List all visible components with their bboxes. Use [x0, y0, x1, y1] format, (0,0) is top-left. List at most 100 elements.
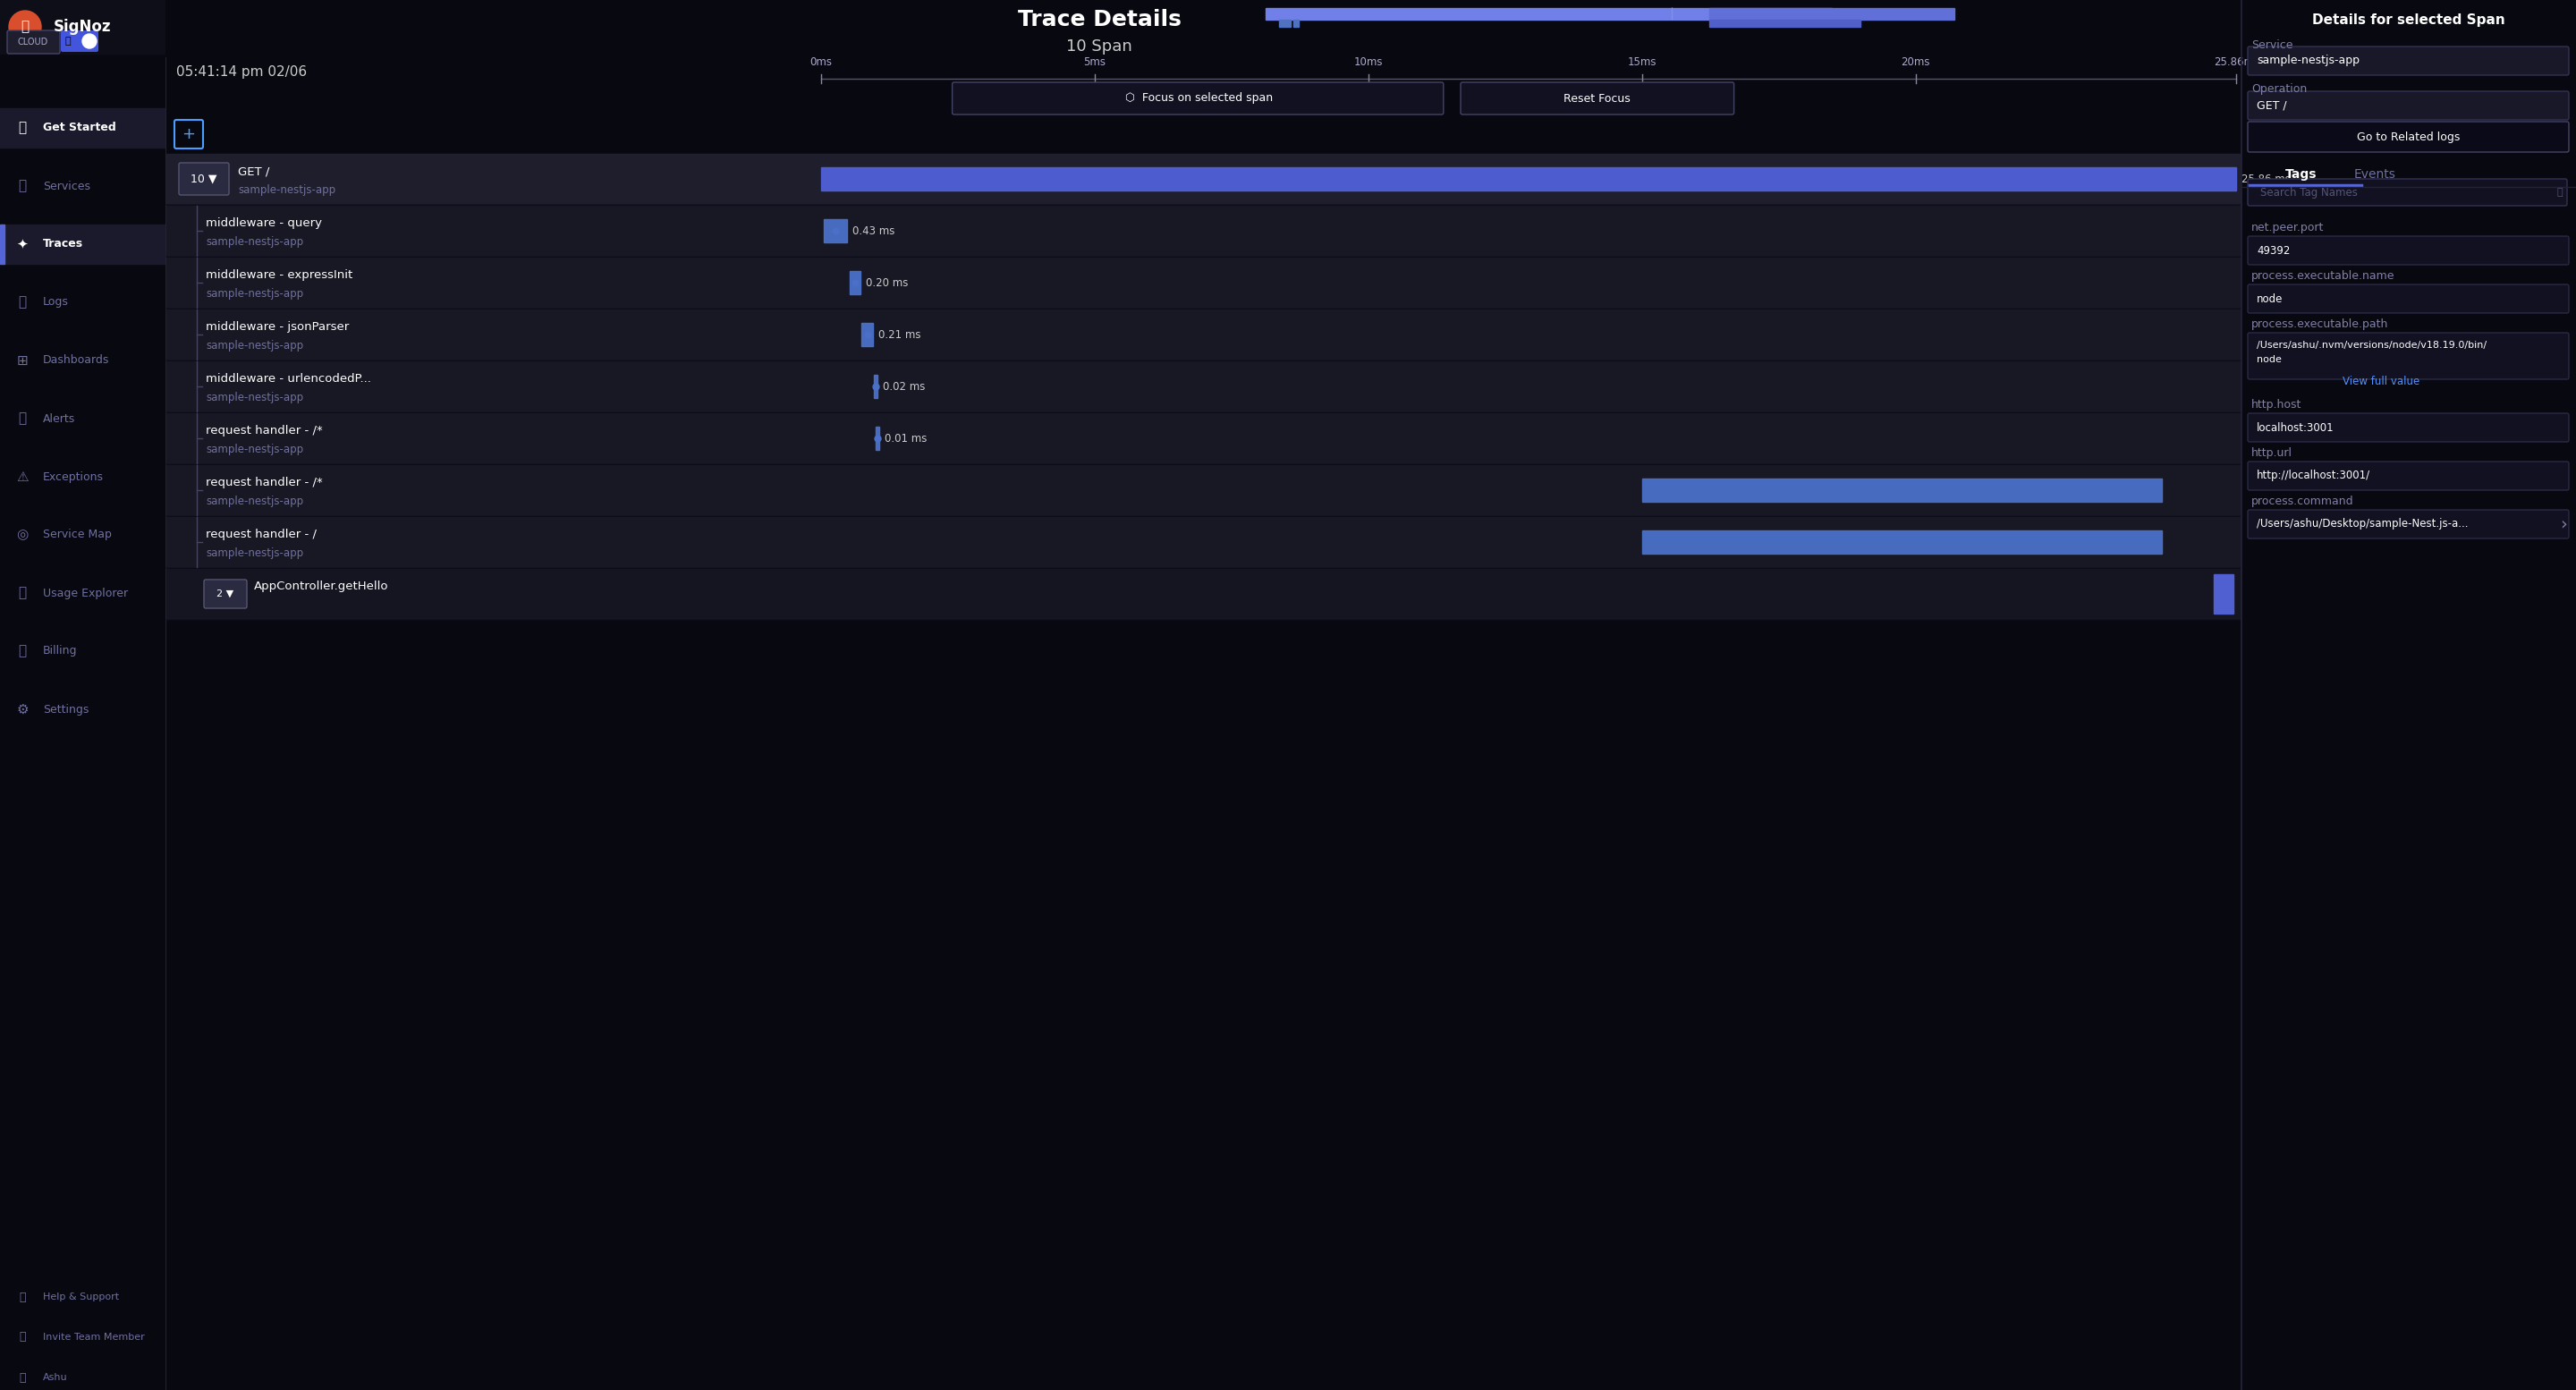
- FancyBboxPatch shape: [1461, 82, 1734, 114]
- Text: sample-nestjs-app: sample-nestjs-app: [206, 339, 304, 352]
- Bar: [0, 0, 165, 54]
- Text: request handler - /: request handler - /: [206, 528, 317, 541]
- Bar: [1265, 8, 1832, 19]
- Bar: [165, 413, 2241, 463]
- Text: 👥: 👥: [18, 1332, 26, 1343]
- Bar: [824, 220, 848, 242]
- Bar: [165, 466, 2241, 516]
- Text: /Users/ashu/.nvm/versions/node/v18.19.0/bin/: /Users/ashu/.nvm/versions/node/v18.19.0/…: [2257, 341, 2486, 350]
- Text: 49392: 49392: [2257, 245, 2290, 256]
- Text: 0.20 ms: 0.20 ms: [866, 277, 909, 289]
- Text: SigNoz: SigNoz: [54, 19, 111, 35]
- Bar: [1641, 531, 2161, 553]
- Text: middleware - expressInit: middleware - expressInit: [206, 270, 353, 281]
- Text: 🌙: 🌙: [64, 36, 72, 46]
- Bar: [873, 375, 878, 398]
- Text: 2 ▼: 2 ▼: [216, 589, 234, 599]
- Bar: [1641, 480, 2161, 502]
- Bar: [822, 168, 2236, 190]
- Text: 💬: 💬: [18, 1291, 26, 1302]
- Text: 👤: 👤: [18, 1372, 26, 1383]
- Text: CLOUD: CLOUD: [18, 38, 49, 46]
- Text: node: node: [2257, 354, 2282, 364]
- Bar: [165, 517, 2241, 567]
- Text: 0.02 ms: 0.02 ms: [884, 381, 925, 392]
- Text: GET /: GET /: [237, 165, 270, 177]
- Text: Details for selected Span: Details for selected Span: [2311, 13, 2504, 26]
- Text: 📈: 📈: [18, 587, 26, 599]
- Text: ◎: ◎: [15, 528, 28, 542]
- Text: Logs: Logs: [44, 296, 70, 309]
- Text: Traces: Traces: [44, 238, 82, 250]
- Text: 🚀: 🚀: [18, 121, 26, 135]
- Text: Reset Focus: Reset Focus: [1564, 93, 1631, 104]
- Text: Service Map: Service Map: [44, 530, 111, 541]
- FancyBboxPatch shape: [2249, 92, 2568, 120]
- Text: Events: Events: [2354, 168, 2396, 181]
- Text: Operation: Operation: [2251, 83, 2308, 96]
- Text: Services: Services: [44, 181, 90, 192]
- FancyBboxPatch shape: [178, 163, 229, 195]
- Text: ›: ›: [2561, 516, 2566, 532]
- Text: ⚙: ⚙: [15, 702, 28, 716]
- Bar: [1708, 19, 1860, 26]
- Text: 25.86ms: 25.86ms: [2213, 57, 2259, 68]
- FancyBboxPatch shape: [2249, 461, 2568, 491]
- Text: sample-nestjs-app: sample-nestjs-app: [237, 183, 335, 196]
- Text: Tags: Tags: [2285, 168, 2316, 181]
- Text: localhost:3001: localhost:3001: [2257, 421, 2334, 434]
- Text: http.host: http.host: [2251, 399, 2303, 410]
- Text: sample-nestjs-app: sample-nestjs-app: [206, 236, 304, 247]
- Text: 0.43 ms: 0.43 ms: [853, 225, 896, 236]
- Text: http://localhost:3001/: http://localhost:3001/: [2257, 470, 2370, 482]
- Text: 0ms: 0ms: [809, 57, 832, 68]
- Bar: [2213, 574, 2233, 614]
- Text: 👁: 👁: [21, 19, 28, 33]
- Text: 📊: 📊: [18, 179, 26, 193]
- FancyBboxPatch shape: [2249, 413, 2568, 442]
- FancyBboxPatch shape: [2249, 179, 2568, 206]
- Text: Alerts: Alerts: [44, 413, 75, 424]
- Bar: [165, 361, 2241, 411]
- Text: http.url: http.url: [2251, 448, 2293, 459]
- Circle shape: [82, 33, 98, 49]
- FancyBboxPatch shape: [2249, 236, 2568, 264]
- Text: net.peer.port: net.peer.port: [2251, 222, 2324, 234]
- Text: 📋: 📋: [18, 296, 26, 309]
- FancyBboxPatch shape: [2249, 332, 2568, 379]
- Bar: [863, 324, 873, 346]
- Text: ✦: ✦: [15, 238, 28, 252]
- Text: 10ms: 10ms: [1355, 57, 1383, 68]
- Text: Usage Explorer: Usage Explorer: [44, 587, 129, 599]
- Text: 05:41:14 pm 02/06: 05:41:14 pm 02/06: [175, 65, 307, 78]
- Text: 🔔: 🔔: [18, 411, 26, 425]
- Bar: [165, 569, 2241, 619]
- Text: sample-nestjs-app: sample-nestjs-app: [206, 443, 304, 455]
- Text: request handler - /*: request handler - /*: [206, 425, 322, 436]
- Text: Settings: Settings: [44, 703, 90, 714]
- Bar: [1708, 8, 1955, 19]
- Text: Ashu: Ashu: [44, 1373, 67, 1382]
- Text: 10 ▼: 10 ▼: [191, 174, 216, 185]
- Text: 10 Span: 10 Span: [1066, 39, 1133, 54]
- Bar: [0, 108, 165, 147]
- Bar: [165, 206, 2241, 256]
- Text: Service: Service: [2251, 39, 2293, 50]
- FancyBboxPatch shape: [2249, 122, 2568, 152]
- Bar: [165, 257, 2241, 307]
- FancyBboxPatch shape: [62, 31, 98, 51]
- Text: Go to Related logs: Go to Related logs: [2357, 131, 2460, 143]
- FancyBboxPatch shape: [204, 580, 247, 609]
- Text: middleware - urlencodedP...: middleware - urlencodedP...: [206, 373, 371, 385]
- Text: Get Started: Get Started: [44, 122, 116, 133]
- Text: 0.21 ms: 0.21 ms: [878, 328, 922, 341]
- Text: 5ms: 5ms: [1084, 57, 1105, 68]
- Text: View full value: View full value: [2344, 375, 2419, 386]
- Text: ⊞: ⊞: [15, 354, 28, 367]
- Text: +: +: [183, 126, 196, 142]
- Text: 20ms: 20ms: [1901, 57, 1929, 68]
- Text: 15ms: 15ms: [1628, 57, 1656, 68]
- Text: /Users/ashu/Desktop/sample-Nest.js-a...: /Users/ashu/Desktop/sample-Nest.js-a...: [2257, 518, 2468, 530]
- Text: middleware - query: middleware - query: [206, 217, 322, 229]
- Text: AppController.getHello: AppController.getHello: [255, 581, 389, 592]
